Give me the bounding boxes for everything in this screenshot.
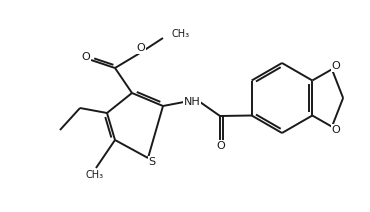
Text: O: O [332,61,340,71]
Text: O: O [332,125,340,135]
Text: CH₃: CH₃ [172,29,190,39]
Text: S: S [148,157,155,167]
Text: O: O [216,141,225,151]
Text: NH: NH [184,97,201,107]
Text: CH₃: CH₃ [86,170,104,180]
Text: O: O [137,43,145,53]
Text: O: O [82,52,90,62]
